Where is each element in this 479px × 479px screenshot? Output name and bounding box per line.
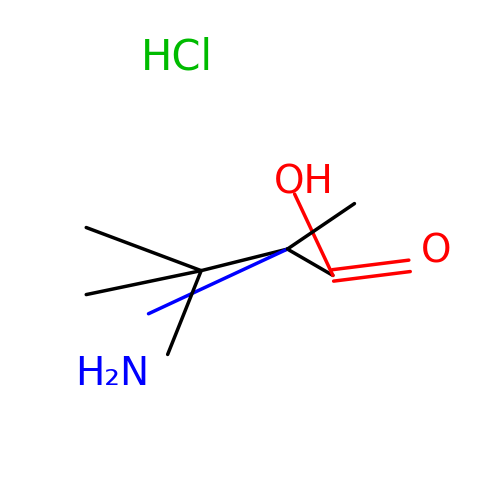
Text: HCl: HCl [141,36,213,79]
Text: H₂N: H₂N [76,354,149,393]
Text: OH: OH [274,163,334,201]
Text: O: O [421,232,451,271]
